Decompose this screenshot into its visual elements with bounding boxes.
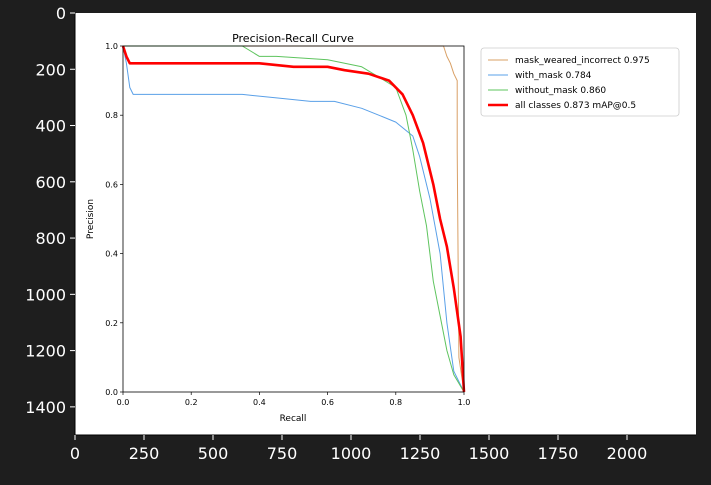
series-line-2 bbox=[123, 45, 465, 393]
outer-x-tick-label: 500 bbox=[198, 444, 229, 463]
y-tick-label: 1.0 bbox=[105, 42, 118, 51]
x-axis-label: Recall bbox=[280, 414, 307, 424]
y-tick-label: 0.0 bbox=[105, 388, 118, 397]
outer-y-tick-label: 200 bbox=[35, 60, 66, 79]
outer-y-tick-label: 1000 bbox=[25, 285, 66, 304]
plot-frame bbox=[122, 45, 465, 393]
outer-axes: 0 250 500 750 1000 1250 1500 1750 2000 0 200 400 600… bbox=[25, 4, 696, 463]
outer-y-tick-label: 0 bbox=[56, 4, 66, 23]
outer-y-tick-label: 1400 bbox=[25, 398, 66, 417]
x-tick-label: 1.0 bbox=[458, 398, 471, 407]
outer-x-tick-label: 1750 bbox=[538, 444, 579, 463]
outer-x-tick-label: 250 bbox=[129, 444, 160, 463]
x-tick-label: 0.2 bbox=[185, 398, 198, 407]
outer-x-tick-label: 1000 bbox=[331, 444, 372, 463]
y-tick-label: 0.6 bbox=[105, 180, 118, 189]
x-tick-label: 0.8 bbox=[389, 398, 402, 407]
outer-y-tick-label: 1200 bbox=[25, 342, 66, 361]
y-axis-label: Precision bbox=[86, 199, 96, 239]
inner-ticks: 0.0 0.2 0.4 0.6 0.8 1.0 0.0 0.2 0.4 0.6 0.8 1.0 bbox=[105, 42, 470, 407]
series-line-1 bbox=[122, 45, 465, 393]
x-tick-label: 0.6 bbox=[321, 398, 334, 407]
legend-label-3: all classes 0.873 mAP@0.5 bbox=[515, 101, 636, 111]
series-lines bbox=[121, 45, 466, 393]
outer-x-tick-label: 750 bbox=[267, 444, 298, 463]
pr-curve-chart: Precision-Recall Curve Recall Precision … bbox=[86, 32, 680, 424]
outer-y-tick-label: 600 bbox=[35, 173, 66, 192]
outer-x-tick-label: 1250 bbox=[400, 444, 441, 463]
y-tick-label: 0.4 bbox=[105, 250, 118, 259]
outer-x-tick-label: 2000 bbox=[607, 444, 648, 463]
legend: mask_weared_incorrect 0.975 with_mask 0.7… bbox=[480, 47, 680, 117]
legend-label-1: with_mask 0.784 bbox=[515, 71, 592, 81]
legend-label-2: without_mask 0.860 bbox=[515, 86, 606, 96]
legend-box bbox=[480, 47, 680, 117]
chart-title: Precision-Recall Curve bbox=[232, 32, 354, 45]
x-tick-label: 0.0 bbox=[117, 398, 130, 407]
series-line-0 bbox=[123, 45, 465, 393]
outer-x-tick-label: 1500 bbox=[469, 444, 510, 463]
series-line-3 bbox=[121, 45, 466, 393]
outer-y-tick-label: 400 bbox=[35, 117, 66, 136]
legend-label-0: mask_weared_incorrect 0.975 bbox=[515, 56, 650, 66]
y-tick-label: 0.2 bbox=[105, 319, 118, 328]
outer-x-tick-label: 0 bbox=[70, 444, 80, 463]
x-tick-label: 0.4 bbox=[253, 398, 266, 407]
y-tick-label: 0.8 bbox=[105, 111, 118, 120]
outer-y-tick-label: 800 bbox=[35, 229, 66, 248]
